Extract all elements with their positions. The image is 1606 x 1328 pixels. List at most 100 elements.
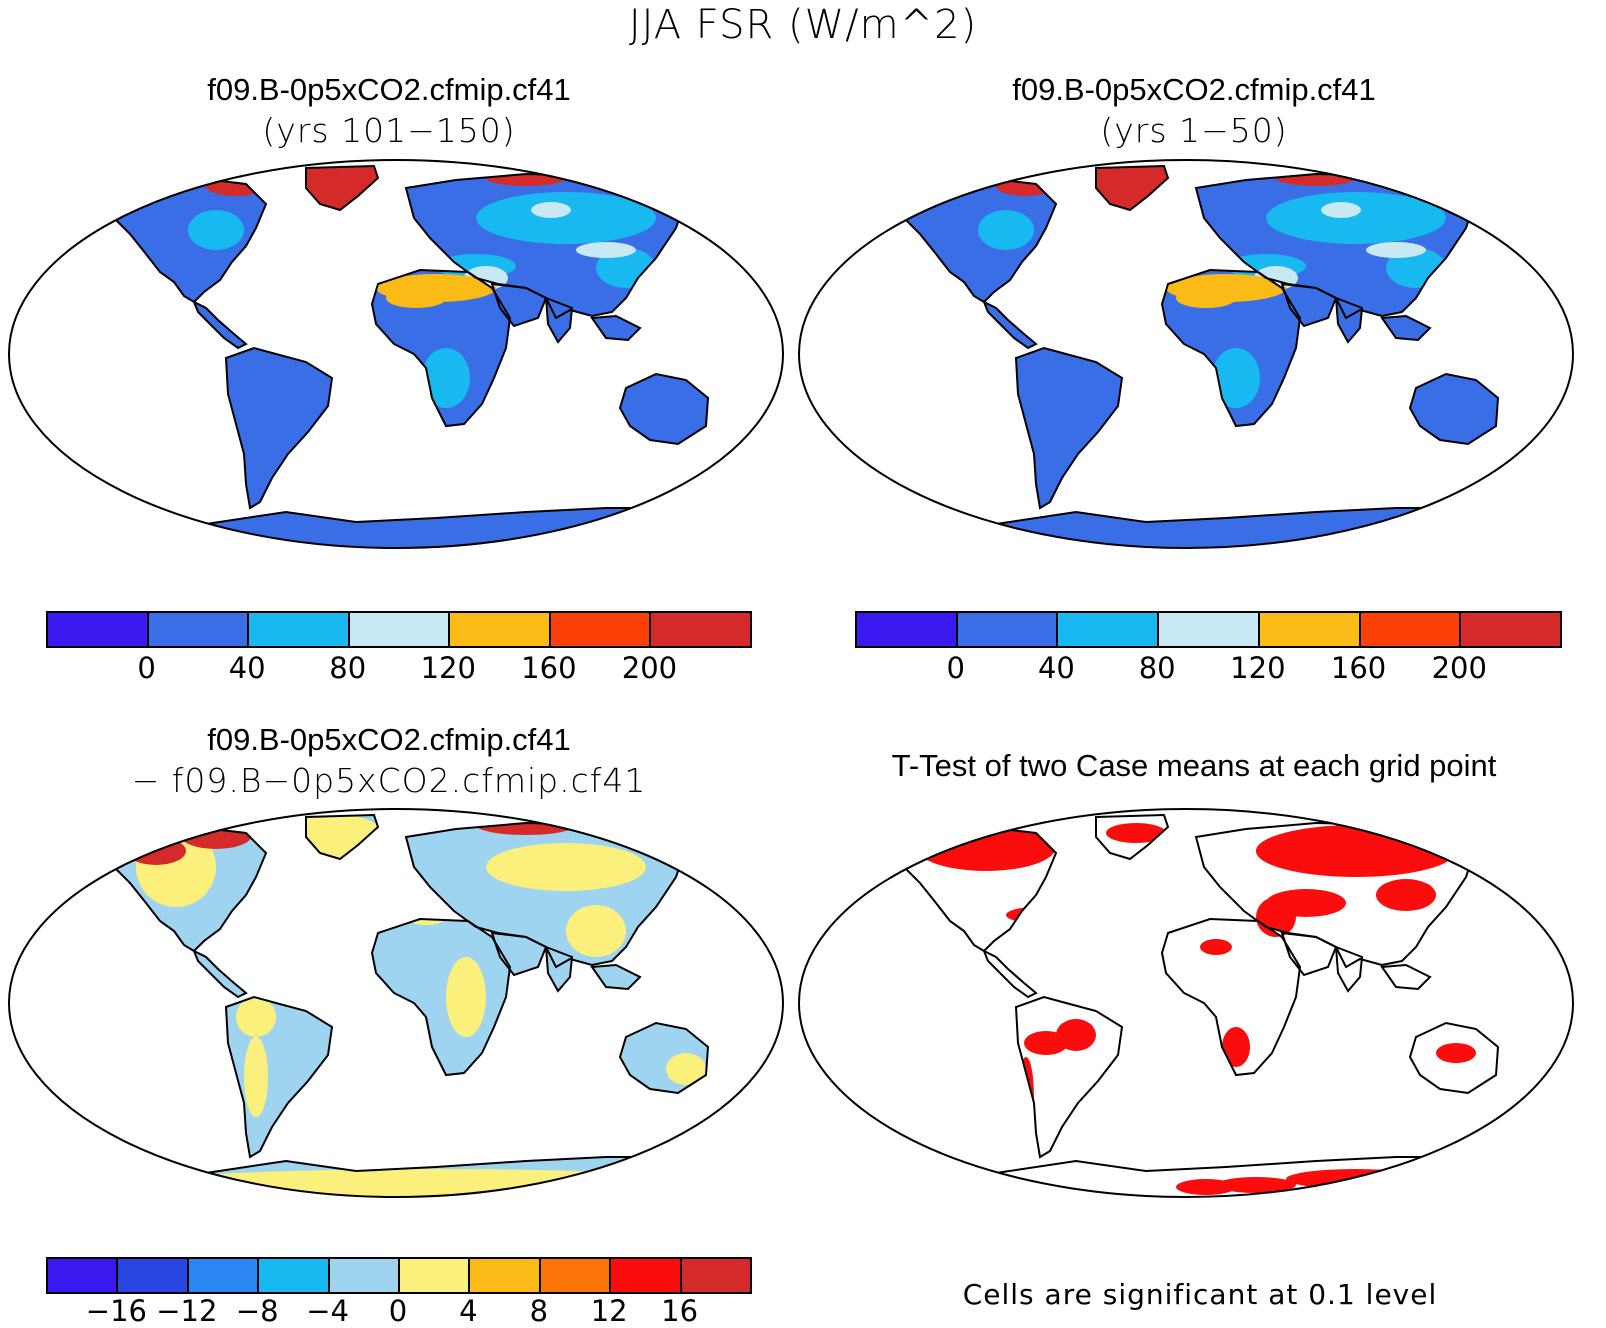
colorbar-2-tick-label: 80: [1138, 651, 1176, 685]
panel-3-title: f09.B-0p5xCO2.cfmip.cf41: [207, 722, 571, 757]
panel-2-title: f09.B-0p5xCO2.cfmip.cf41: [1012, 72, 1376, 107]
land-arabia: [492, 284, 546, 326]
main-title: JJA FSR (W/m^2): [628, 2, 978, 48]
land-africa: [372, 270, 510, 426]
colorbar-3-tick-label: −12: [156, 1294, 218, 1328]
colorbar-3-tick-label: −8: [235, 1294, 279, 1328]
coastline-arabia: [490, 931, 548, 977]
coastline-samerica: [224, 995, 334, 1159]
colorbar-panel-1-labels: 0 40 80 120 160 200: [46, 651, 750, 691]
colorbar-1-swatch: [46, 611, 149, 648]
colorbar-panel-3-labels: −16 −12 −8 −4 0 4 8 12 16: [46, 1294, 750, 1328]
colorbar-2-tick-label: 160: [1330, 651, 1387, 685]
diff-positive-region: [236, 997, 276, 1037]
colorbar-2-tick-label: 200: [1431, 651, 1487, 685]
colorbar-3-swatch: [679, 1257, 752, 1294]
ttest-significant-region: [1176, 1179, 1236, 1195]
coastline-greenland: [305, 164, 380, 212]
colorbar-2-swatch: [955, 611, 1059, 648]
ttest-significant-region: [1222, 1027, 1250, 1067]
map-border: [8, 808, 784, 1198]
diff-positive-region: [666, 1053, 706, 1085]
map-border: [798, 808, 1574, 1198]
coastline-greenland: [1095, 813, 1170, 861]
panel-4-title: T-Test of two Case means at each grid po…: [891, 748, 1497, 783]
colorbar-2-swatch: [1056, 611, 1160, 648]
field-mid-region: [422, 348, 470, 408]
field-mid-region: [476, 192, 656, 244]
colorbar-1-swatch: [247, 611, 350, 648]
colorbar-3-tick-label: 16: [661, 1294, 699, 1328]
colorbar-1-swatch: [347, 611, 451, 648]
coastline-namerica: [93, 176, 268, 304]
coastline-greenland: [305, 813, 380, 861]
land-camerica: [194, 302, 246, 348]
field-light-region: [531, 202, 571, 218]
coastline-namerica: [883, 825, 1058, 953]
coastline-africa: [1160, 268, 1302, 428]
land-camerica: [984, 302, 1036, 348]
coastline-india: [544, 296, 574, 344]
colorbar-2-tick-label: 0: [946, 651, 965, 685]
coastline-india: [1334, 296, 1364, 344]
diff-positive-region: [244, 1037, 268, 1117]
land-australia: [620, 374, 708, 444]
coastline-seasia: [590, 963, 642, 991]
ttest-significant-region: [1266, 889, 1346, 917]
colorbar-3-tick-label: −4: [306, 1294, 349, 1328]
map-border: [8, 159, 784, 549]
coastline-india: [1334, 945, 1364, 993]
ttest-significant-region: [1436, 1043, 1476, 1063]
diff-strong-region: [616, 823, 676, 843]
land-africa: [372, 919, 510, 1075]
field-high-region: [1416, 178, 1456, 198]
colorbar-3-swatch: [46, 1257, 119, 1294]
land-samerica: [1016, 348, 1122, 508]
coastline-australia: [1408, 1021, 1500, 1095]
panel-1-title: f09.B-0p5xCO2.cfmip.cf41: [207, 72, 571, 107]
colorbar-1-tick-label: 120: [420, 651, 476, 685]
coastline-africa: [1160, 917, 1302, 1077]
coastline-africa: [370, 268, 512, 428]
ttest-significant-region: [1216, 1177, 1296, 1193]
coastline-seasia: [1380, 963, 1432, 991]
colorbar-2-swatch: [1459, 611, 1562, 648]
colorbar-3-swatch: [398, 1257, 471, 1294]
field-light-region: [1321, 202, 1361, 218]
coastline-arabia: [1280, 931, 1338, 977]
colorbar-2-swatch: [1358, 611, 1462, 648]
colorbar-3-swatch: [116, 1257, 189, 1294]
colorbar-1-tick-label: 40: [228, 651, 266, 685]
land-arabia: [492, 933, 546, 975]
significance-note: Cells are significant at 0.1 level: [962, 1278, 1438, 1311]
diff-positive-region: [566, 905, 626, 957]
colorbar-1-tick-label: 160: [521, 651, 577, 685]
land-arabia: [1282, 933, 1336, 975]
map-border: [798, 159, 1574, 549]
colorbar-1-tick-label: 200: [621, 651, 678, 685]
colorbar-3-swatch: [327, 1257, 400, 1294]
map-panel-2: [798, 159, 1574, 549]
coastline-seasia: [1380, 314, 1432, 342]
coastline-arabia: [1280, 282, 1338, 328]
colorbar-panel-1: [46, 611, 752, 648]
greenland-high: [306, 166, 378, 210]
panel-1-subtitle: (yrs 101−150): [262, 111, 516, 150]
field-mid-region: [1266, 192, 1446, 244]
colorbar-3-tick-label: 0: [388, 1294, 408, 1328]
coastline-namerica: [93, 825, 268, 953]
colorbar-3-swatch: [609, 1257, 682, 1294]
land-camerica: [984, 951, 1036, 997]
ttest-significant-region: [1200, 939, 1232, 955]
colorbar-3-swatch: [538, 1257, 612, 1294]
greenland-high: [1096, 166, 1168, 210]
colorbar-panel-2: [855, 611, 1562, 648]
colorbar-2-swatch: [855, 611, 958, 648]
coastline-arabia: [490, 282, 548, 328]
coastline-australia: [618, 372, 710, 446]
coastline-samerica: [1014, 346, 1124, 510]
coastline-seasia: [590, 314, 642, 342]
panel-2-subtitle: (yrs 1−50): [1100, 111, 1288, 150]
coastline-samerica: [224, 346, 334, 510]
colorbar-3-swatch: [186, 1257, 260, 1294]
